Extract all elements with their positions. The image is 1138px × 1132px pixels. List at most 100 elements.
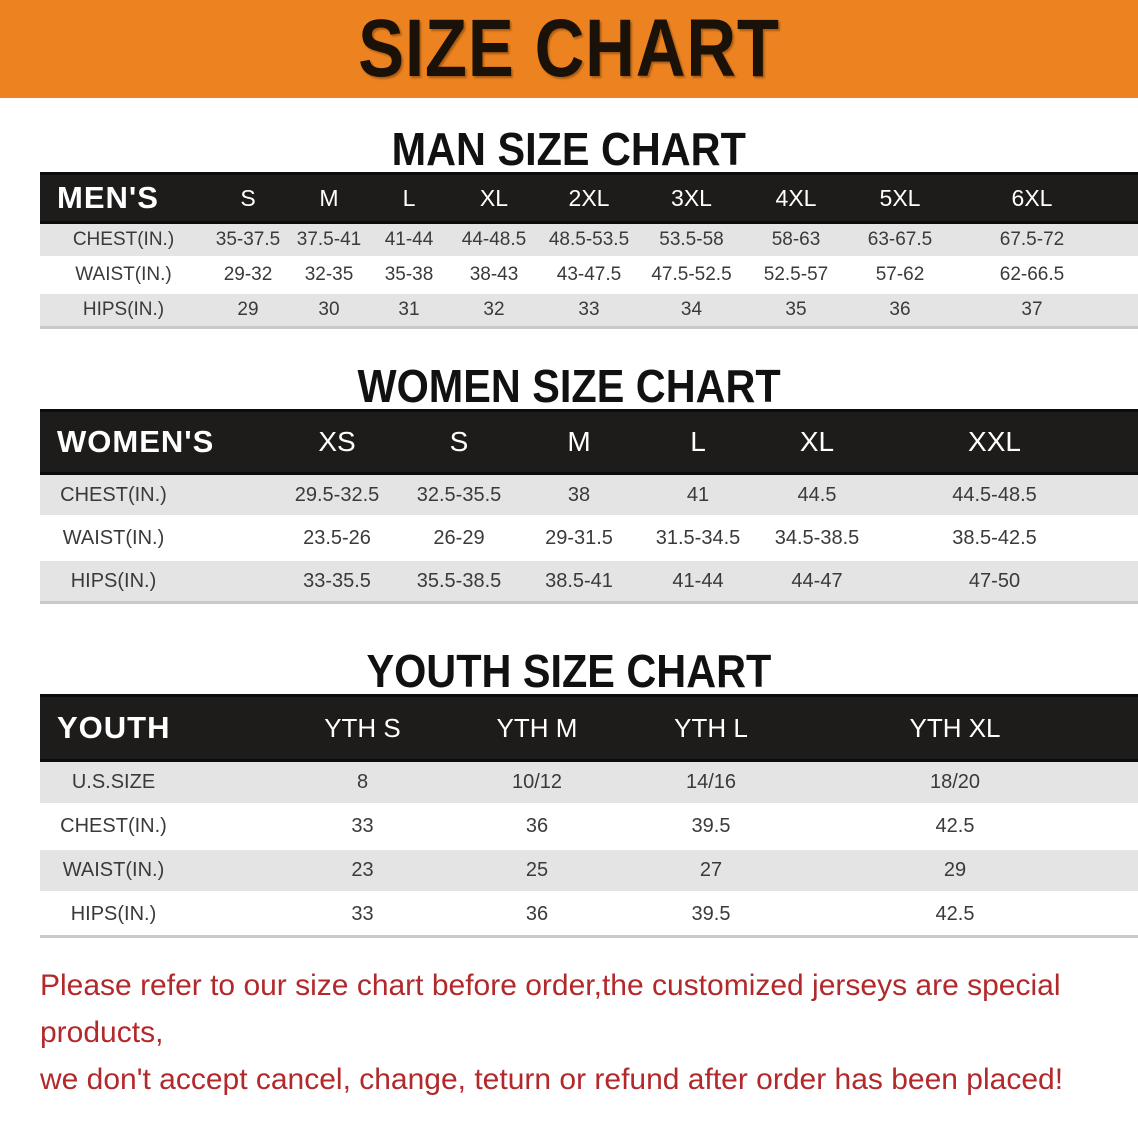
- measurement-row: WAIST(IN.) 23 25 27 29: [40, 848, 1138, 894]
- measurement-label: WAIST(IN.): [40, 257, 207, 294]
- size-value-cell: 18/20: [798, 760, 1138, 806]
- size-column-header: L: [639, 409, 757, 475]
- size-value-cell: 47.5-52.5: [639, 257, 744, 294]
- measurement-label: WAIST(IN.): [40, 516, 275, 561]
- measurement-row: HIPS(IN.) 29 30 31 32 33 34 35 36 37: [40, 292, 1138, 329]
- size-value-cell: 35-37.5: [207, 222, 289, 259]
- man-size-chart-title: MAN SIZE CHART: [0, 126, 1138, 172]
- size-value-cell: 42.5: [798, 804, 1138, 850]
- size-value-cell: 35.5-38.5: [399, 559, 519, 604]
- size-column-header: YTH L: [624, 694, 798, 762]
- size-value-cell: 62-66.5: [952, 257, 1138, 294]
- size-value-cell: 29: [207, 292, 289, 329]
- size-value-cell: 48.5-53.5: [539, 222, 639, 259]
- size-value-cell: 27: [624, 848, 798, 894]
- size-value-cell: 25: [450, 848, 624, 894]
- size-value-cell: 36: [450, 804, 624, 850]
- size-value-cell: 47-50: [877, 559, 1138, 604]
- size-column-header: XXL: [877, 409, 1138, 475]
- size-value-cell: 32-35: [289, 257, 369, 294]
- size-value-cell: 67.5-72: [952, 222, 1138, 259]
- size-column-header: S: [399, 409, 519, 475]
- measurement-label: U.S.SIZE: [40, 760, 275, 806]
- size-value-cell: 33: [275, 892, 450, 938]
- size-value-cell: 38.5-41: [519, 559, 639, 604]
- size-column-header: S: [207, 172, 289, 224]
- measurement-label: HIPS(IN.): [40, 892, 275, 938]
- measurement-row: U.S.SIZE 8 10/12 14/16 18/20: [40, 760, 1138, 806]
- size-column-header: M: [519, 409, 639, 475]
- size-column-header: 4XL: [744, 172, 848, 224]
- size-value-cell: 35: [744, 292, 848, 329]
- size-value-cell: 29-32: [207, 257, 289, 294]
- size-value-cell: 41-44: [639, 559, 757, 604]
- size-column-header: YTH M: [450, 694, 624, 762]
- size-value-cell: 32: [449, 292, 539, 329]
- size-value-cell: 44.5-48.5: [877, 473, 1138, 518]
- size-value-cell: 31.5-34.5: [639, 516, 757, 561]
- size-value-cell: 63-67.5: [848, 222, 952, 259]
- measurement-label: HIPS(IN.): [40, 559, 275, 604]
- size-value-cell: 33: [539, 292, 639, 329]
- size-value-cell: 37: [952, 292, 1138, 329]
- size-column-header: XL: [757, 409, 877, 475]
- size-value-cell: 35-38: [369, 257, 449, 294]
- size-value-cell: 43-47.5: [539, 257, 639, 294]
- disclaimer-line-2: we don't accept cancel, change, teturn o…: [40, 1063, 1064, 1096]
- women-size-chart-title: WOMEN SIZE CHART: [0, 363, 1138, 409]
- size-value-cell: 36: [450, 892, 624, 938]
- size-value-cell: 8: [275, 760, 450, 806]
- mens-size-table: MEN'S S M L XL 2XL 3XL 4XL 5XL 6XL CHEST(IN.) 35-37…: [40, 172, 1138, 329]
- size-value-cell: 23.5-26: [275, 516, 399, 561]
- size-value-cell: 26-29: [399, 516, 519, 561]
- size-column-header: YTH S: [275, 694, 450, 762]
- table-category-label: WOMEN'S: [40, 409, 275, 475]
- size-header-row: WOMEN'S XS S M L XL XXL: [40, 409, 1138, 475]
- size-value-cell: 30: [289, 292, 369, 329]
- size-value-cell: 31: [369, 292, 449, 329]
- size-column-header: 3XL: [639, 172, 744, 224]
- disclaimer-line-1: Please refer to our size chart before or…: [40, 969, 1061, 1049]
- size-value-cell: 29: [798, 848, 1138, 894]
- measurement-row: WAIST(IN.) 29-32 32-35 35-38 38-43 43-47.5 47.…: [40, 257, 1138, 294]
- measurement-row: HIPS(IN.) 33-35.5 35.5-38.5 38.5-41 41-44 44-…: [40, 559, 1138, 604]
- measurement-row: CHEST(IN.) 33 36 39.5 42.5: [40, 804, 1138, 850]
- size-column-header: 2XL: [539, 172, 639, 224]
- size-value-cell: 33: [275, 804, 450, 850]
- size-chart-banner: SIZE CHART: [0, 0, 1138, 98]
- size-header-row: YOUTH YTH S YTH M YTH L YTH XL: [40, 694, 1138, 762]
- measurement-label: CHEST(IN.): [40, 222, 207, 259]
- size-column-header: XS: [275, 409, 399, 475]
- order-disclaimer: Please refer to our size chart before or…: [40, 962, 1138, 1103]
- youth-size-chart-title: YOUTH SIZE CHART: [0, 648, 1138, 694]
- table-category-label: MEN'S: [40, 172, 207, 224]
- size-value-cell: 38.5-42.5: [877, 516, 1138, 561]
- size-column-header: M: [289, 172, 369, 224]
- size-value-cell: 39.5: [624, 892, 798, 938]
- table-category-label: YOUTH: [40, 694, 275, 762]
- womens-size-table: WOMEN'S XS S M L XL XXL CHEST(IN.) 29.5-32.5 32.5…: [40, 409, 1138, 604]
- size-value-cell: 37.5-41: [289, 222, 369, 259]
- size-value-cell: 41: [639, 473, 757, 518]
- size-value-cell: 34.5-38.5: [757, 516, 877, 561]
- size-value-cell: 44-47: [757, 559, 877, 604]
- size-column-header: XL: [449, 172, 539, 224]
- size-value-cell: 32.5-35.5: [399, 473, 519, 518]
- size-column-header: 5XL: [848, 172, 952, 224]
- man-size-chart-title-text: MAN SIZE CHART: [391, 123, 747, 175]
- youth-size-chart-title-text: YOUTH SIZE CHART: [366, 645, 772, 697]
- size-value-cell: 38-43: [449, 257, 539, 294]
- size-header-row: MEN'S S M L XL 2XL 3XL 4XL 5XL 6XL: [40, 172, 1138, 224]
- measurement-row: WAIST(IN.) 23.5-26 26-29 29-31.5 31.5-34.5 34…: [40, 516, 1138, 561]
- measurement-row: HIPS(IN.) 33 36 39.5 42.5: [40, 892, 1138, 938]
- measurement-label: CHEST(IN.): [40, 804, 275, 850]
- size-value-cell: 44-48.5: [449, 222, 539, 259]
- measurement-row: CHEST(IN.) 35-37.5 37.5-41 41-44 44-48.5 48.5…: [40, 222, 1138, 259]
- size-value-cell: 44.5: [757, 473, 877, 518]
- size-column-header: L: [369, 172, 449, 224]
- size-value-cell: 38: [519, 473, 639, 518]
- youth-size-table: YOUTH YTH S YTH M YTH L YTH XL U.S.SIZE 8 10/12…: [40, 694, 1138, 938]
- size-value-cell: 41-44: [369, 222, 449, 259]
- size-value-cell: 14/16: [624, 760, 798, 806]
- size-column-header: 6XL: [952, 172, 1138, 224]
